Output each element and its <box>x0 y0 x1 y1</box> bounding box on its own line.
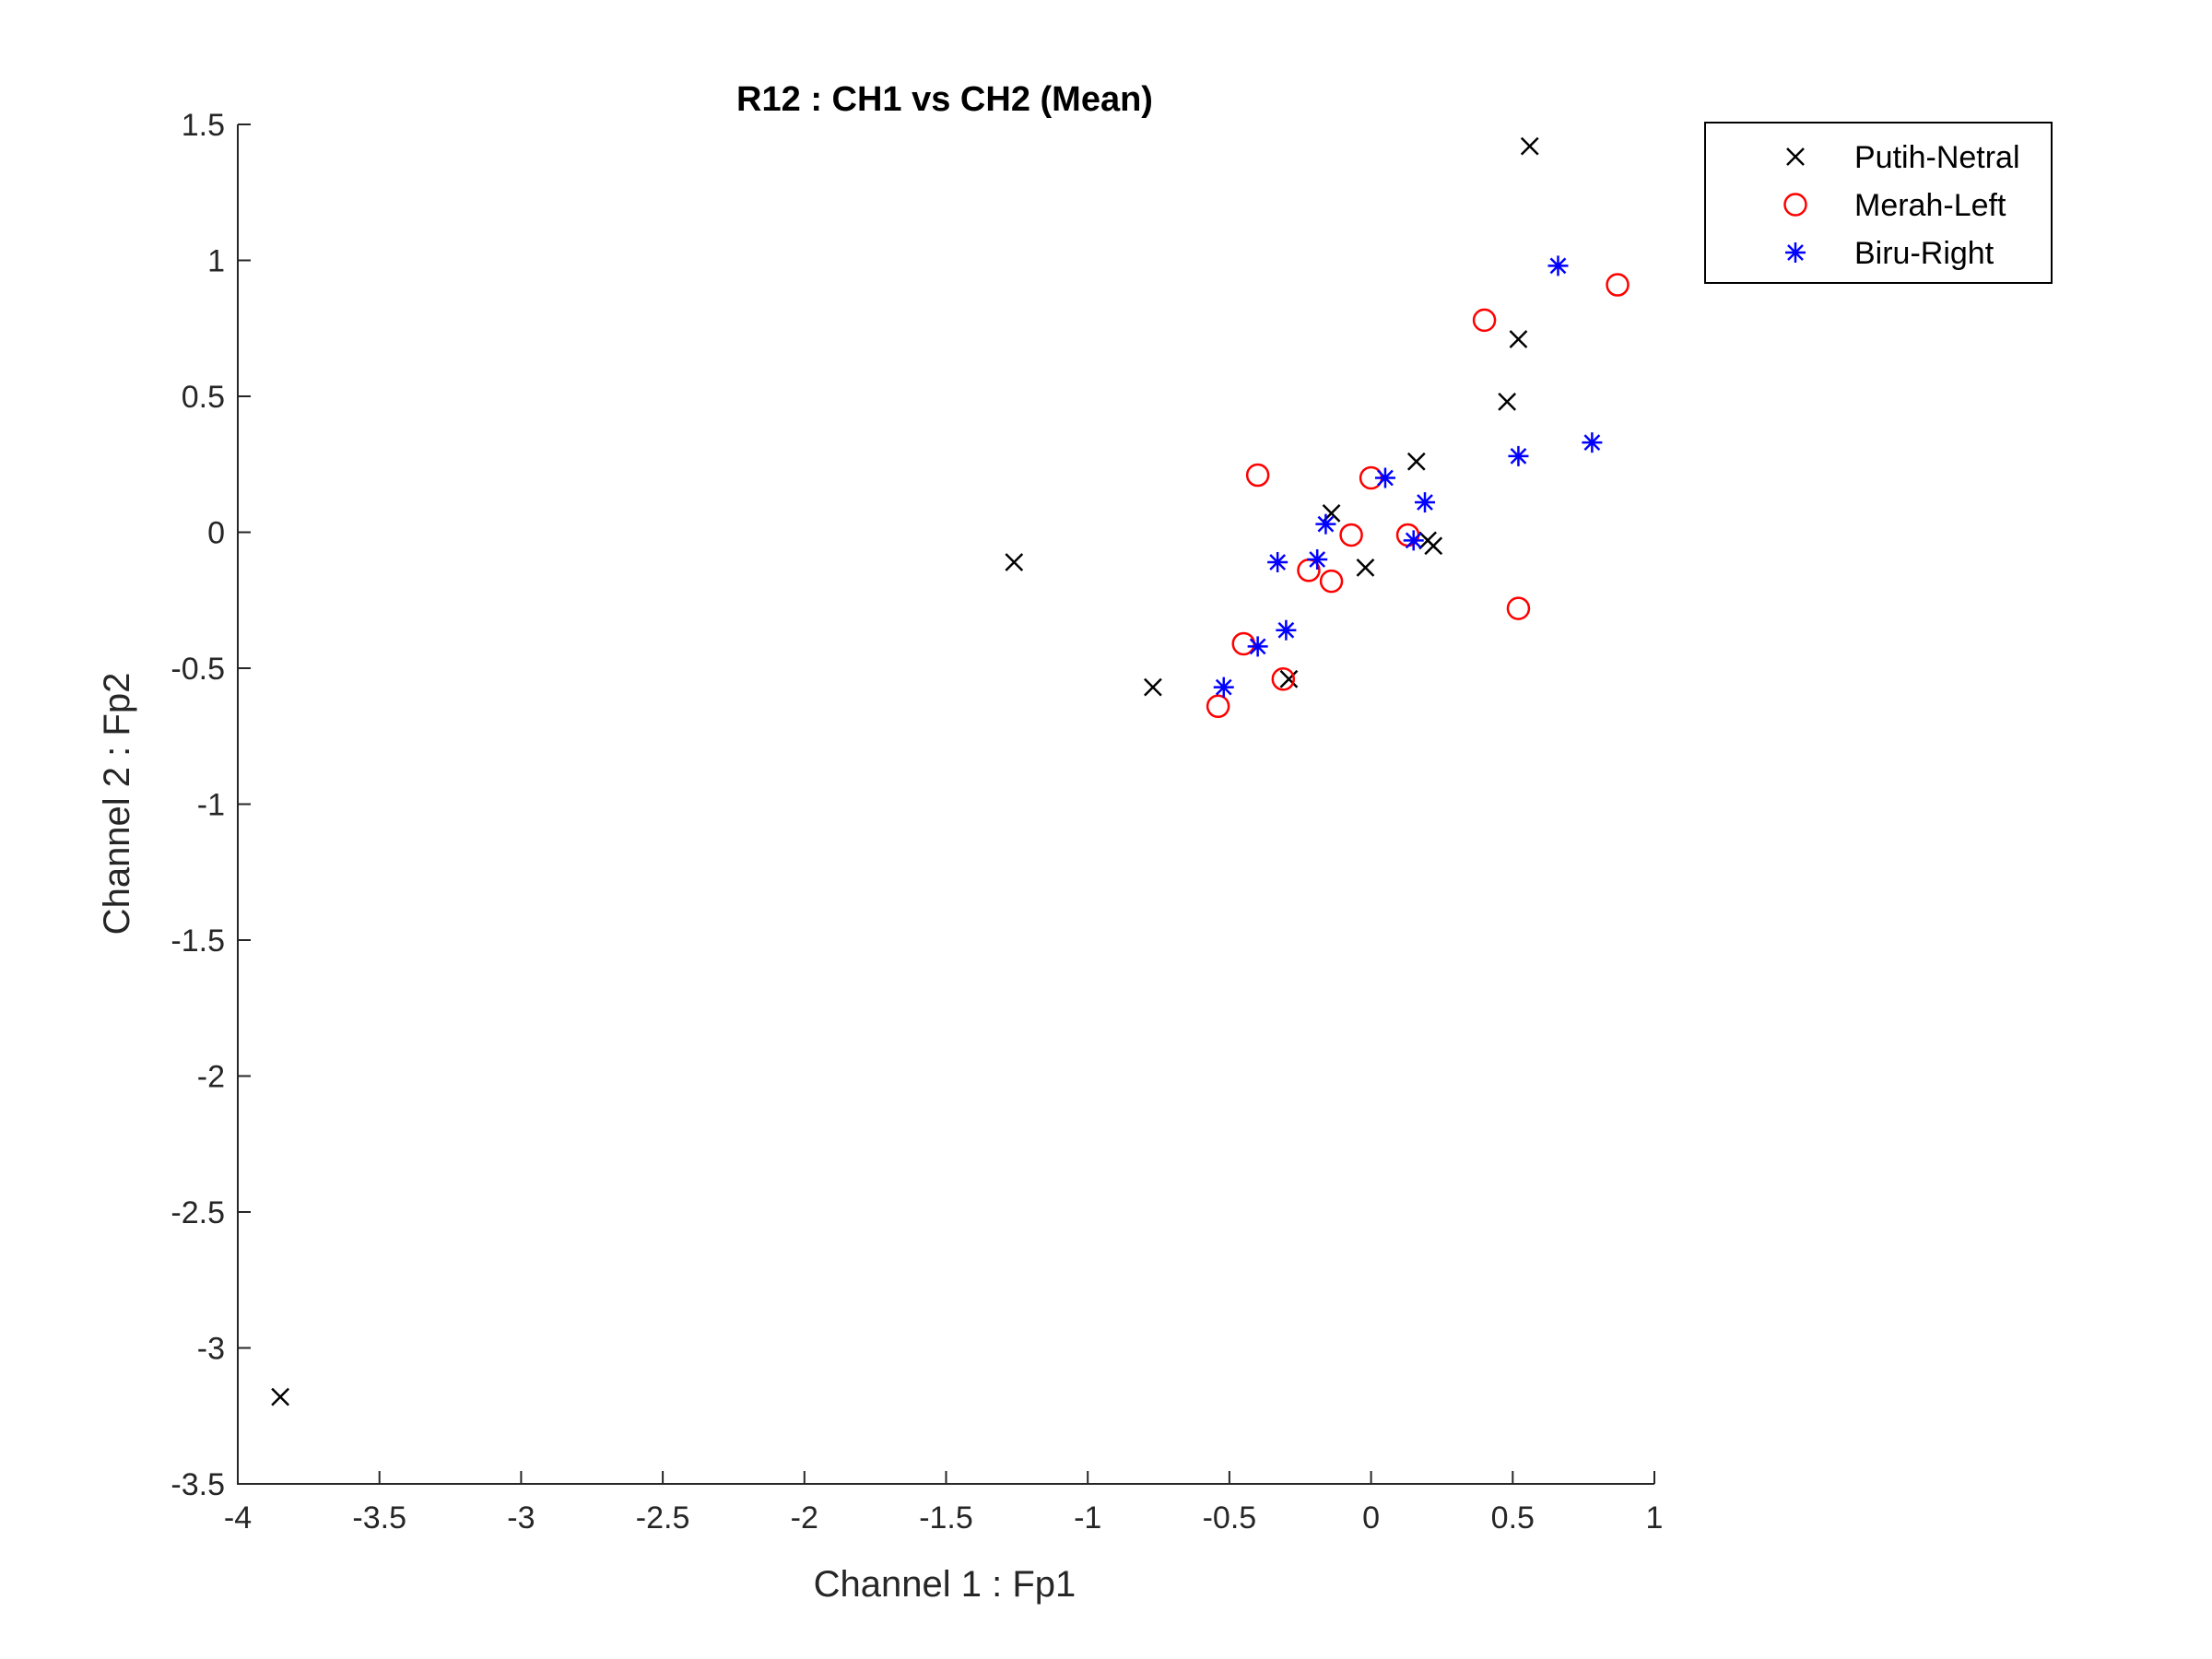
x-tick-label: -4 <box>224 1500 252 1535</box>
legend-x-marker <box>1786 147 1805 166</box>
legend: Putih-Netral Merah-Left Biru-Right <box>1704 122 2053 284</box>
x-tick-label: -0.5 <box>1203 1500 1257 1535</box>
point-circle-marker <box>1206 694 1230 719</box>
point-circle-marker <box>1506 596 1531 620</box>
x-tick-label: 0.5 <box>1491 1500 1535 1535</box>
point-asterisk-marker <box>1508 445 1529 466</box>
point-asterisk-marker <box>1374 467 1395 488</box>
point-x-marker <box>1509 330 1528 348</box>
y-tick-label: -1.5 <box>171 924 225 959</box>
axis-lines <box>237 124 1654 1485</box>
point-circle-marker <box>1319 569 1344 594</box>
y-tick-label: 0.5 <box>182 380 225 415</box>
point-asterisk-marker <box>1403 530 1424 551</box>
legend-entry-label: Putih-Netral <box>1854 140 2020 175</box>
point-asterisk-marker <box>1547 255 1569 276</box>
point-circle-marker <box>1245 463 1270 488</box>
point-x-marker <box>1279 669 1299 688</box>
x-tick-label: -1 <box>1074 1500 1101 1535</box>
legend-entry-label: Biru-Right <box>1854 236 1994 271</box>
point-asterisk-marker <box>1307 549 1328 570</box>
y-tick-label: -3.5 <box>171 1467 225 1502</box>
point-circle-marker <box>1606 273 1630 297</box>
x-tick-label: -1.5 <box>919 1500 973 1535</box>
point-asterisk-marker <box>1247 636 1268 657</box>
point-x-marker <box>271 1387 289 1406</box>
legend-entry-label: Merah-Left <box>1854 188 2006 223</box>
point-asterisk-marker <box>1582 432 1603 453</box>
legend-asterisk-marker <box>1785 242 1806 263</box>
y-tick-label: 1.5 <box>182 108 225 143</box>
point-x-marker <box>1498 393 1517 411</box>
x-tick-label: 0 <box>1362 1500 1380 1535</box>
point-asterisk-marker <box>1415 492 1436 513</box>
y-tick-label: -0.5 <box>171 652 225 687</box>
tick-group: -4 -3.5 -3 -2.5 -2 -1.5 -1 -0.5 0 0.5 1-3.5-3-2.5-… <box>171 108 1663 1535</box>
y-tick-label: 0 <box>207 516 225 551</box>
y-tick-label: -3 <box>197 1332 225 1367</box>
point-x-marker <box>1356 558 1375 577</box>
y-tick-label: -2.5 <box>171 1195 225 1230</box>
x-tick-label: -3 <box>507 1500 535 1535</box>
point-circle-marker <box>1271 667 1296 691</box>
point-circle-marker <box>1472 308 1497 333</box>
x-tick-label: -2.5 <box>636 1500 690 1535</box>
x-tick-label: 1 <box>1646 1500 1664 1535</box>
point-x-marker <box>1144 677 1162 697</box>
point-x-marker <box>1520 136 1539 156</box>
legend-box <box>1704 122 2053 284</box>
legend-circle-marker <box>1783 193 1807 217</box>
point-asterisk-marker <box>1213 677 1234 698</box>
plot-area <box>238 124 1654 1484</box>
point-asterisk-marker <box>1315 513 1336 535</box>
x-axis-label: Channel 1 : Fp1 <box>814 1564 1077 1605</box>
point-circle-marker <box>1339 523 1363 547</box>
data-points <box>271 136 1630 1406</box>
y-axis-label: Channel 2 : Fp2 <box>97 673 137 935</box>
point-x-marker <box>1005 553 1024 571</box>
y-tick-label: 1 <box>207 244 225 279</box>
chart-title: R12 : CH1 vs CH2 (Mean) <box>736 80 1153 119</box>
y-tick-label: -2 <box>197 1060 225 1095</box>
x-tick-label: -3.5 <box>352 1500 406 1535</box>
point-x-marker <box>1418 531 1437 550</box>
point-asterisk-marker <box>1276 619 1297 641</box>
x-tick-label: -2 <box>791 1500 818 1535</box>
point-asterisk-marker <box>1267 551 1288 572</box>
point-x-marker <box>1406 452 1426 471</box>
y-tick-label: -1 <box>197 788 225 823</box>
